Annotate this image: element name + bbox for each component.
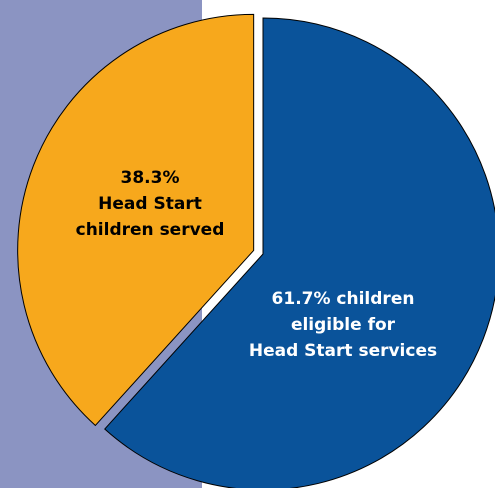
pie-slice-label-line: Head Start: [98, 194, 202, 214]
pie-slice-label-1: 61.7% children eligible for Head Start ser…: [249, 289, 437, 361]
pie-slice-label-line: children served: [76, 220, 225, 240]
pie-slice-label-line: 38.3%: [121, 168, 180, 188]
pie-slice-label-line: Head Start services: [249, 341, 437, 361]
pie-slice-1: [104, 17, 495, 488]
pie-slice-label-line: eligible for: [291, 315, 396, 335]
pie-slice-2: [17, 13, 255, 427]
pie-slice-label-2: 38.3% Head Start children served: [76, 168, 225, 240]
pie-slice-label-line: 61.7% children: [272, 289, 415, 309]
